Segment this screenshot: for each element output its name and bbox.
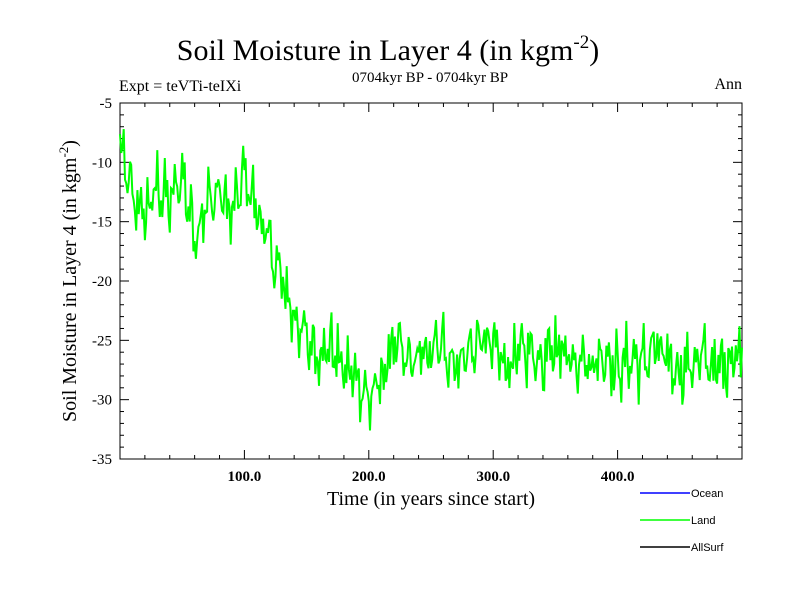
y-tick-label: -30: [92, 393, 112, 409]
x-tick-label: 300.0: [476, 469, 510, 485]
chart-title-main: Soil Moisture in Layer 4 (in kgm: [177, 34, 574, 67]
y-tick-label: -35: [92, 452, 112, 468]
y-axis-label: Soil Moisture in Layer 4 (in kgm-2): [56, 140, 81, 422]
legend-label-allsurf: AllSurf: [691, 542, 724, 554]
chart-title-sup: -2: [573, 32, 589, 53]
y-tick-label: -10: [92, 155, 112, 171]
expt-label: Expt = teVTi-teIXi: [119, 78, 242, 95]
x-tick-label: 200.0: [352, 469, 386, 485]
y-axis-label-sup: -2: [56, 147, 71, 158]
x-axis: 100.0 200.0 300.0 400.0: [144, 103, 718, 485]
chart-subtitle: 0704kyr BP - 0704kyr BP: [352, 70, 508, 86]
plot-frame: [119, 102, 743, 460]
y-tick-label: -15: [92, 215, 112, 231]
legend-label-land: Land: [691, 515, 715, 527]
legend: Ocean Land AllSurf: [640, 488, 724, 554]
y-axis-label-main: Soil Moisture in Layer 4 (in kgm: [59, 157, 81, 422]
y-tick-label: -5: [100, 96, 113, 112]
y-axis: -35 -30 -25 -20 -15 -10 -5: [92, 96, 742, 468]
x-tick-label: 400.0: [601, 469, 635, 485]
y-axis-label-close: ): [59, 140, 81, 147]
chart-title: Soil Moisture in Layer 4 (in kgm-2): [177, 32, 599, 67]
legend-label-ocean: Ocean: [691, 488, 723, 500]
season-label: Ann: [714, 76, 742, 93]
y-tick-label: -25: [92, 333, 112, 349]
y-tick-label: -20: [92, 274, 112, 290]
x-tick-label: 100.0: [228, 469, 262, 485]
chart-title-close: ): [589, 34, 599, 67]
series-line-land: [119, 129, 743, 431]
x-axis-label: Time (in years since start): [327, 488, 535, 510]
